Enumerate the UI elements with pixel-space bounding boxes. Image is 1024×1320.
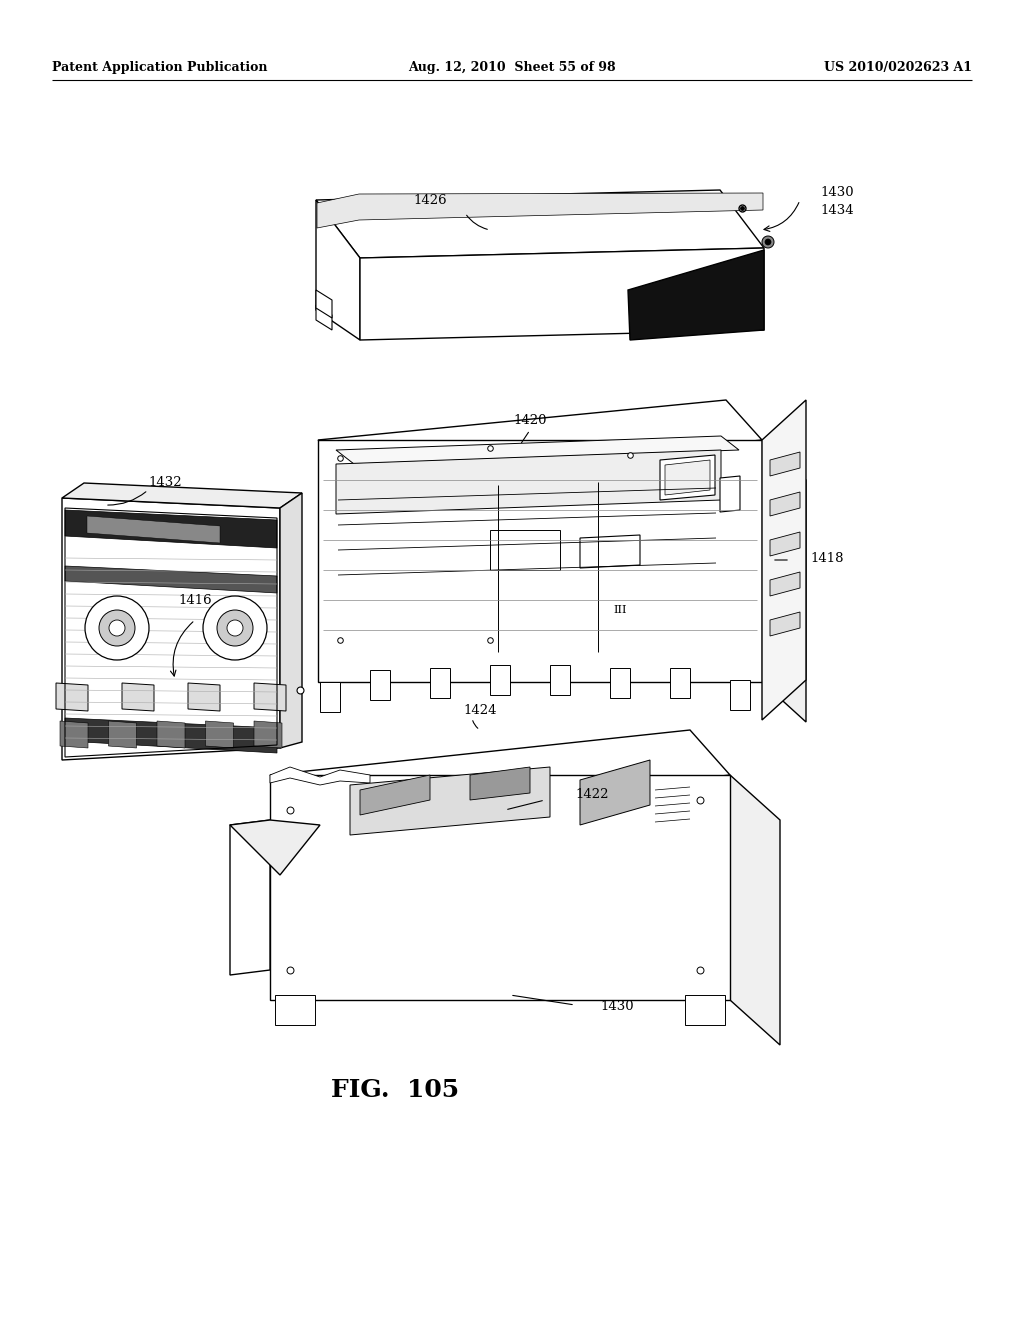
Circle shape [762,236,774,248]
Polygon shape [65,718,278,752]
Polygon shape [360,248,764,341]
Polygon shape [319,682,340,711]
Text: Aug. 12, 2010  Sheet 55 of 98: Aug. 12, 2010 Sheet 55 of 98 [409,62,615,74]
Polygon shape [762,400,806,719]
Text: 1430: 1430 [820,186,854,199]
Polygon shape [490,665,510,696]
Polygon shape [770,612,800,636]
Polygon shape [762,440,806,722]
Polygon shape [336,436,739,465]
Polygon shape [660,455,715,500]
Polygon shape [770,492,800,516]
Text: 1424: 1424 [463,704,497,717]
Polygon shape [336,450,721,513]
Polygon shape [628,249,764,341]
Polygon shape [230,820,270,975]
Text: Patent Application Publication: Patent Application Publication [52,62,267,74]
Text: 1418: 1418 [810,552,844,565]
Text: III: III [613,605,627,615]
Circle shape [85,597,150,660]
Text: 1416: 1416 [178,594,212,606]
Text: 1420: 1420 [513,413,547,426]
Polygon shape [720,477,740,512]
Polygon shape [87,516,220,543]
Polygon shape [580,535,640,568]
Text: 1426: 1426 [414,194,446,206]
Polygon shape [270,730,730,820]
Polygon shape [206,721,233,748]
Polygon shape [580,760,650,825]
Polygon shape [254,721,282,748]
Polygon shape [730,680,750,710]
Polygon shape [60,721,88,748]
Polygon shape [270,775,730,1001]
Polygon shape [550,665,570,696]
Polygon shape [109,721,136,748]
Text: 1434: 1434 [820,203,854,216]
Polygon shape [254,682,286,711]
Text: US 2010/0202623 A1: US 2010/0202623 A1 [824,62,972,74]
Polygon shape [316,190,764,257]
Polygon shape [280,492,302,748]
Polygon shape [370,671,390,700]
Polygon shape [430,668,450,698]
Circle shape [109,620,125,636]
Polygon shape [65,510,278,548]
Polygon shape [730,775,780,1045]
Polygon shape [56,682,88,711]
Circle shape [203,597,267,660]
Polygon shape [316,305,332,330]
Polygon shape [275,995,315,1026]
Polygon shape [610,668,630,698]
Polygon shape [157,721,185,748]
Circle shape [765,239,771,246]
Polygon shape [316,201,360,341]
Polygon shape [770,572,800,597]
Polygon shape [665,459,710,495]
Polygon shape [317,193,763,228]
Polygon shape [316,290,332,318]
Text: 1422: 1422 [575,788,608,801]
Polygon shape [670,668,690,698]
Polygon shape [188,682,220,711]
Polygon shape [770,451,800,477]
Polygon shape [490,531,560,570]
Polygon shape [318,440,762,682]
Polygon shape [270,767,370,785]
Polygon shape [62,498,280,760]
Circle shape [227,620,243,636]
Polygon shape [65,566,278,593]
Polygon shape [230,820,319,875]
Polygon shape [122,682,154,711]
Polygon shape [318,400,762,480]
Polygon shape [62,483,302,508]
Circle shape [99,610,135,645]
Text: 1430: 1430 [600,1001,634,1014]
Text: 1432: 1432 [148,477,182,490]
Polygon shape [770,532,800,556]
Polygon shape [470,767,530,800]
Text: FIG.  105: FIG. 105 [331,1078,459,1102]
Polygon shape [685,995,725,1026]
Polygon shape [360,775,430,814]
Polygon shape [350,767,550,836]
Circle shape [217,610,253,645]
